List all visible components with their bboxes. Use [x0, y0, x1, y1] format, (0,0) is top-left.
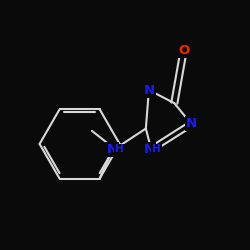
Text: O: O: [178, 44, 189, 57]
Text: N: N: [143, 143, 154, 156]
Text: N: N: [143, 84, 154, 96]
Text: N: N: [186, 118, 197, 130]
Text: N: N: [106, 143, 118, 156]
Text: H: H: [115, 144, 124, 154]
Text: H: H: [152, 144, 161, 154]
